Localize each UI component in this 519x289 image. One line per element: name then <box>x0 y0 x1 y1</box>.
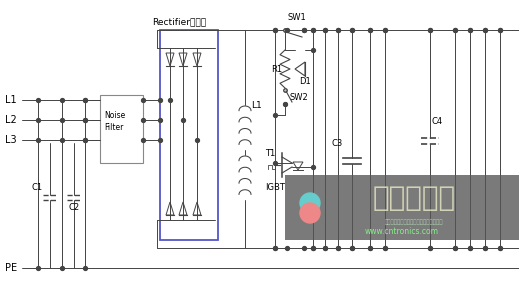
Bar <box>285 175 519 240</box>
Text: C1: C1 <box>32 182 43 192</box>
Text: C2: C2 <box>69 203 79 212</box>
Text: L2: L2 <box>5 115 17 125</box>
Text: SW2: SW2 <box>290 92 309 101</box>
Bar <box>100 95 143 163</box>
Text: L3: L3 <box>5 135 17 145</box>
Text: IGBT: IGBT <box>265 182 285 192</box>
Text: T1: T1 <box>265 149 275 158</box>
Bar <box>160 30 218 240</box>
Text: SW1: SW1 <box>288 12 307 21</box>
Text: Filter: Filter <box>104 123 124 132</box>
Circle shape <box>300 193 320 213</box>
Circle shape <box>300 203 320 223</box>
Text: C3: C3 <box>332 140 343 149</box>
Text: Noise: Noise <box>104 110 125 119</box>
Text: D1: D1 <box>299 77 311 86</box>
Text: Rectifier整流器: Rectifier整流器 <box>152 18 206 27</box>
Text: www.cntronics.com: www.cntronics.com <box>365 227 439 236</box>
Text: PE: PE <box>5 263 17 273</box>
Text: C4: C4 <box>432 118 443 127</box>
Text: 上万种电子元器件，专业采购，信誉保证: 上万种电子元器件，专业采购，信誉保证 <box>385 219 443 225</box>
Text: R1: R1 <box>271 64 282 73</box>
Text: L1: L1 <box>251 101 262 110</box>
Text: 自动秒连接: 自动秒连接 <box>372 184 455 212</box>
Text: L1: L1 <box>5 95 17 105</box>
